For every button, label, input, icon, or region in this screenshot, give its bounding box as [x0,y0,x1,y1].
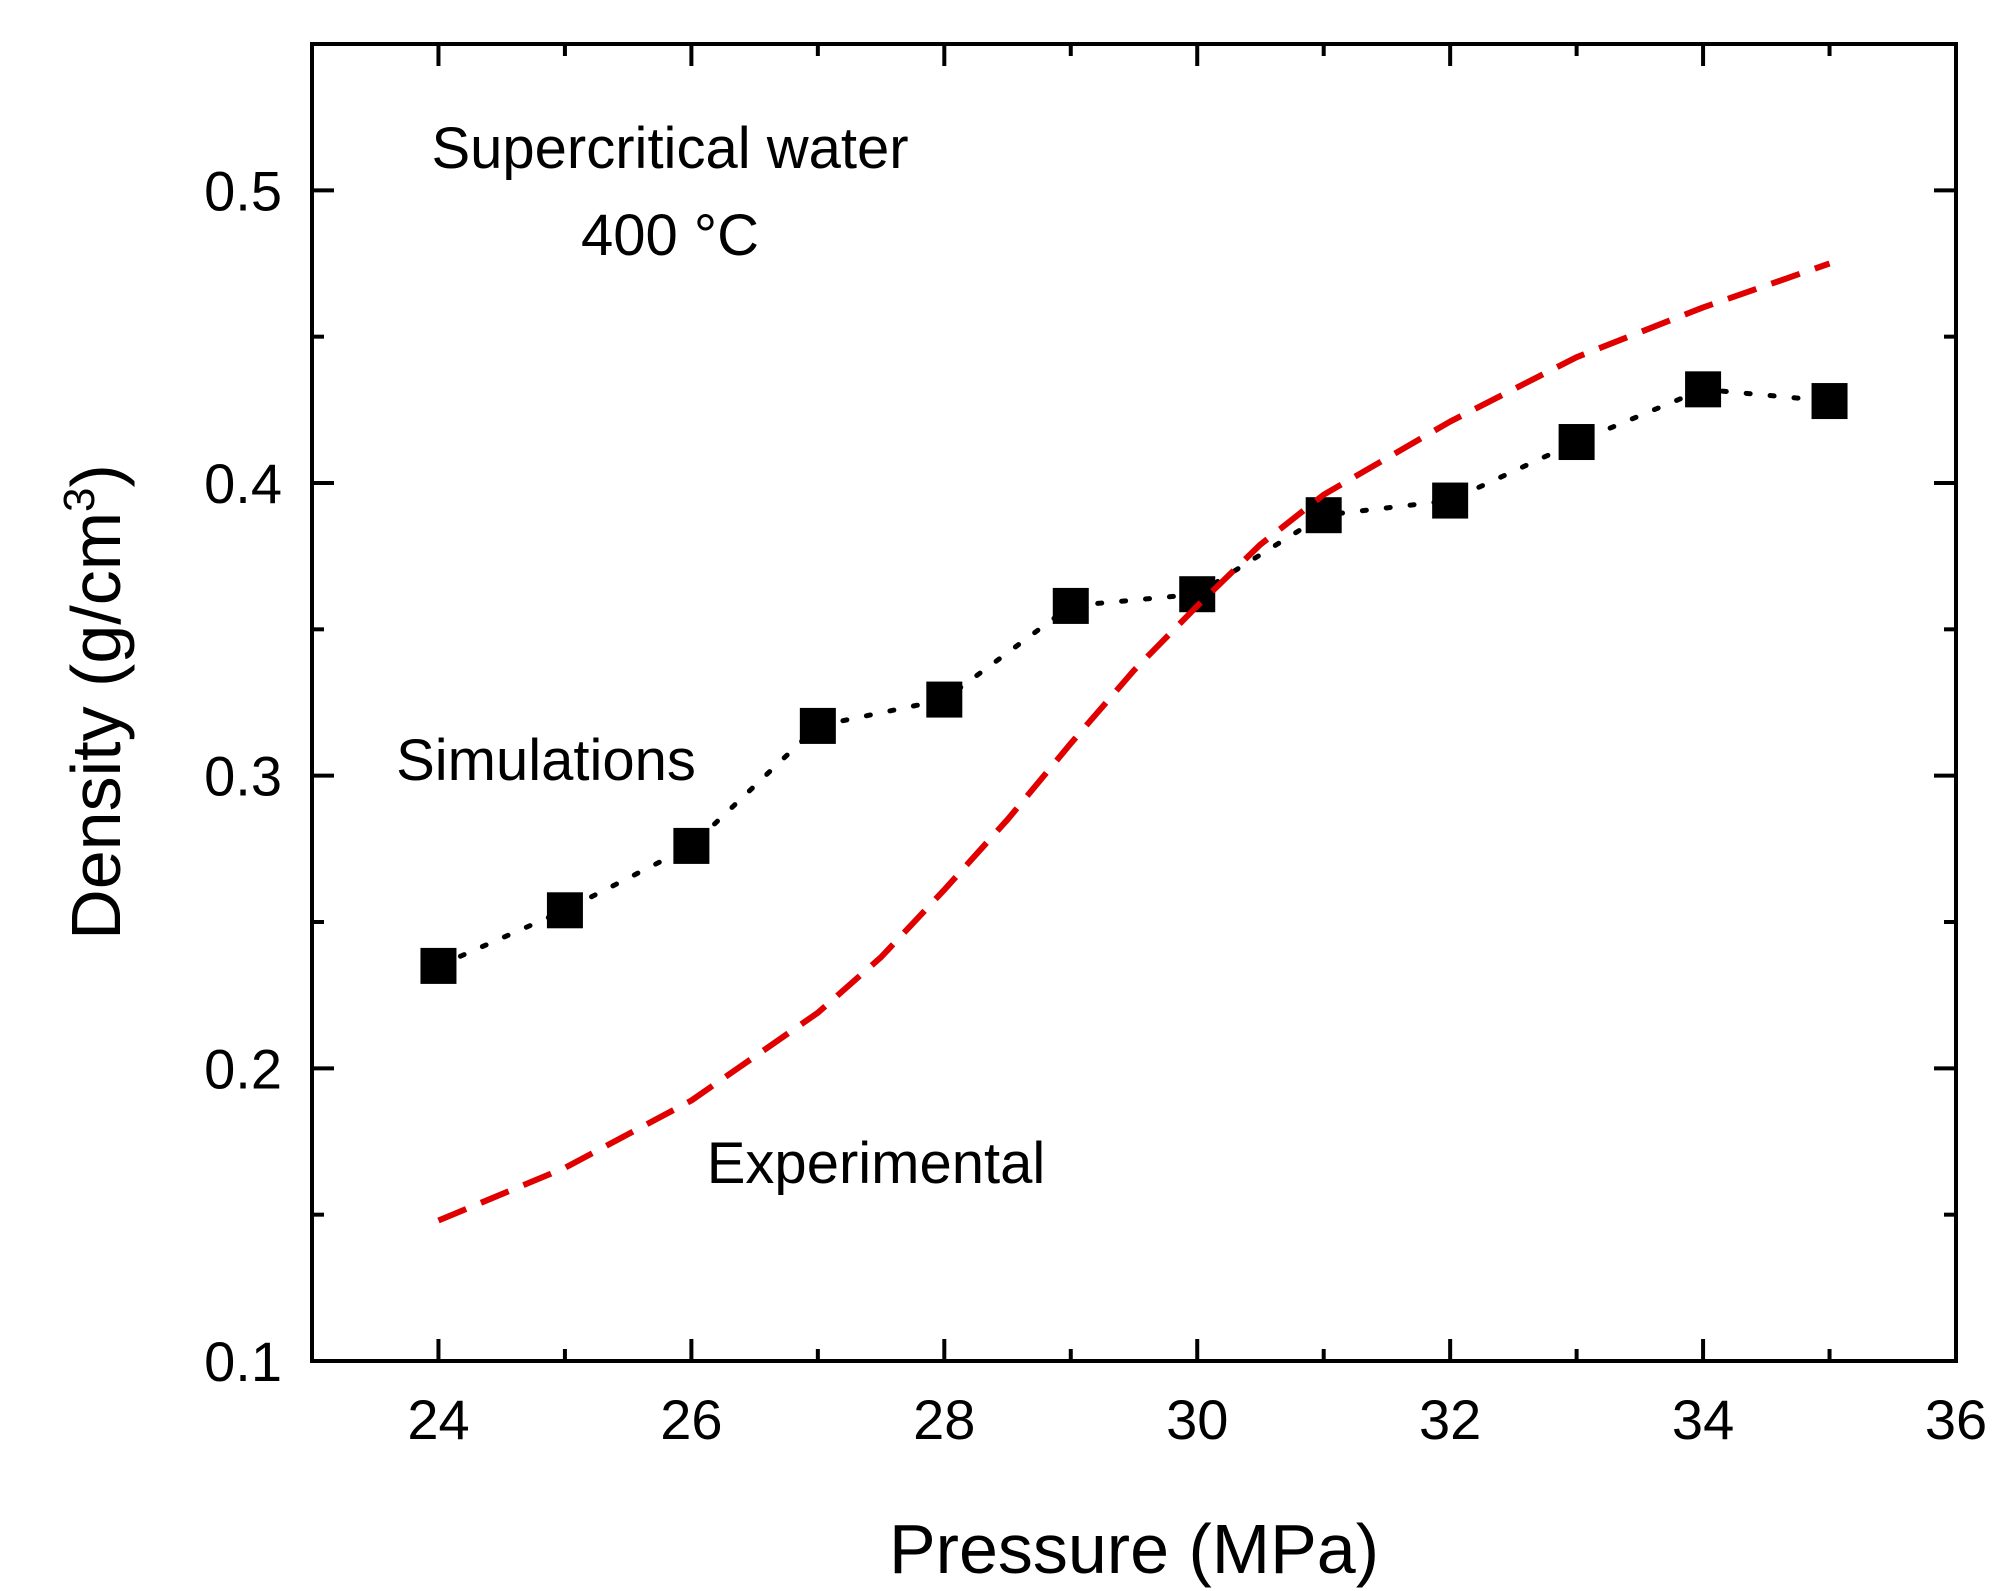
y-tick-label: 0.1 [204,1330,282,1393]
y-axis-title-superscript: 3 [55,487,104,511]
simulation-data-point [546,892,583,929]
simulation-data-point [1432,482,1469,519]
x-tick-label: 24 [407,1388,469,1451]
annotation-experimental: Experimental [707,1131,1045,1196]
simulation-data-point [1685,371,1722,408]
annotation-title-line2: 400 °C [581,203,759,268]
plot-frame [310,42,1958,1363]
annotation-simulations: Simulations [396,728,696,793]
x-tick-label: 34 [1672,1388,1734,1451]
simulation-data-point [1052,587,1089,624]
simulation-data-point [799,707,836,744]
x-tick-label: 28 [913,1388,975,1451]
simulation-data-point [1811,383,1848,420]
y-tick-label: 0.2 [204,1037,282,1100]
y-axis-title: Density (g/cm3) [55,464,135,940]
simulation-data-point [1558,424,1595,461]
simulation-data-point [1305,497,1342,534]
y-tick-label: 0.3 [204,745,282,808]
x-axis-title: Pressure (MPa) [889,1510,1379,1588]
annotation-title-line1: Supercritical water [431,116,908,181]
x-tick-label: 32 [1419,1388,1481,1451]
axis-tick-labels: 24 26 28 30 32 34 36 0.1 0.2 0.3 0.4 0.5 [204,159,1987,1451]
y-tick-label: 0.4 [204,452,282,515]
y-axis-title-main: Density (g/cm [57,512,135,940]
x-tick-label: 36 [1925,1388,1987,1451]
simulation-data-point [673,827,710,864]
x-tick-label: 26 [660,1388,722,1451]
y-tick-label: 0.5 [204,159,282,222]
simulation-data-point [926,681,963,718]
y-axis-title-close: ) [57,464,135,487]
experimental-dashed-line [437,260,1831,1224]
plot-area [420,260,1848,1224]
x-tick-label: 30 [1166,1388,1228,1451]
simulation-data-point [420,947,457,984]
